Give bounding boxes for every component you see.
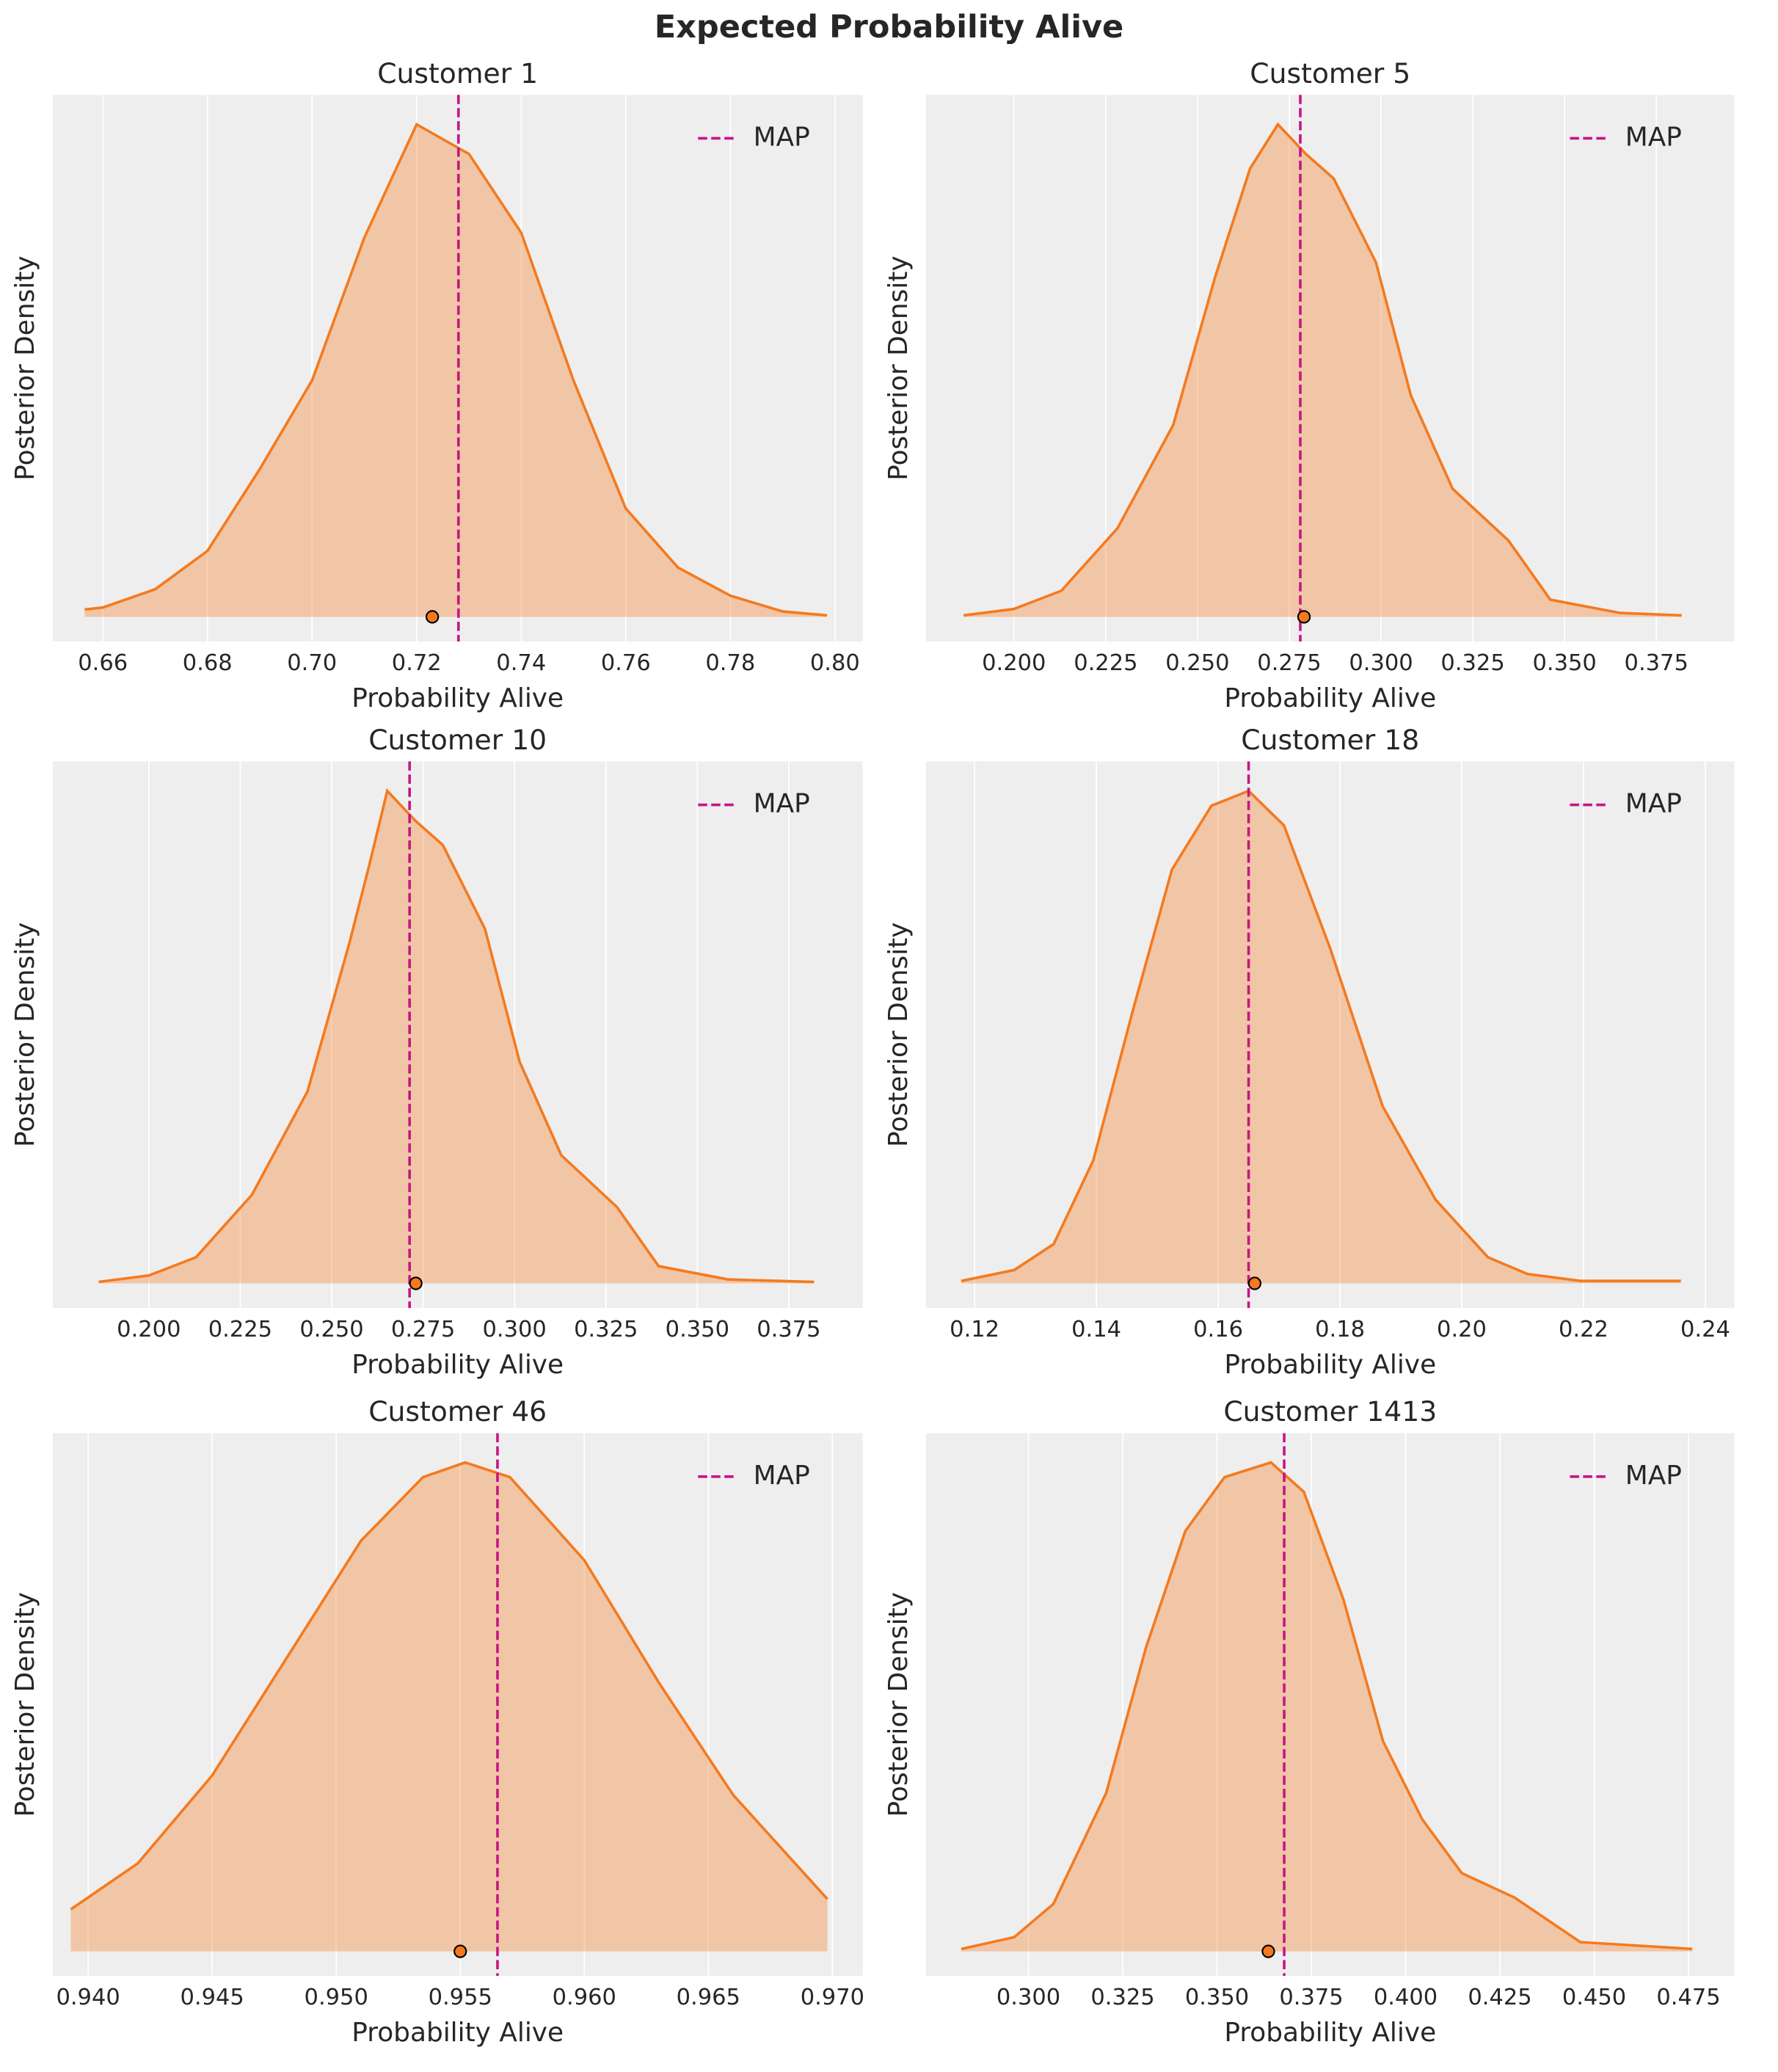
y-axis-label: Posterior Density xyxy=(883,1592,914,1817)
x-axis-label: Probability Alive xyxy=(1224,683,1436,713)
x-tick-label: 0.955 xyxy=(429,1985,492,2010)
density-area xyxy=(961,790,1681,1284)
x-tick-label: 0.400 xyxy=(1374,1985,1438,2010)
y-axis-label: Posterior Density xyxy=(883,923,914,1147)
x-tick-label: 0.375 xyxy=(1279,1985,1343,2010)
mean-point xyxy=(1261,1944,1275,1958)
x-tick-label: 0.18 xyxy=(1315,1317,1365,1342)
x-tick-label: 0.14 xyxy=(1071,1317,1121,1342)
mean-point xyxy=(453,1944,467,1958)
legend-label: MAP xyxy=(754,789,810,819)
density-area xyxy=(961,1462,1693,1952)
density-area xyxy=(963,124,1682,617)
x-tick-label: 0.300 xyxy=(997,1985,1060,2010)
x-axis-label: Probability Alive xyxy=(351,683,564,713)
x-tick-label: 0.80 xyxy=(810,650,860,676)
x-tick-label: 0.350 xyxy=(1532,650,1596,676)
density-line xyxy=(961,1461,1693,1951)
x-tick-label: 0.275 xyxy=(1257,650,1321,676)
plot-background xyxy=(925,1433,1735,1976)
legend-label: MAP xyxy=(754,122,810,152)
x-tick-label: 0.78 xyxy=(705,650,755,676)
x-axis-label: Probability Alive xyxy=(1224,2018,1436,2048)
figure-title: Expected Probability Alive xyxy=(655,9,1124,46)
x-tick-label: 0.940 xyxy=(56,1985,120,2010)
subplot-title: Customer 46 xyxy=(368,1395,547,1428)
x-tick-label: 0.475 xyxy=(1656,1985,1720,2010)
x-tick-label: 0.950 xyxy=(305,1985,368,2010)
legend-label: MAP xyxy=(754,1461,810,1491)
mean-point xyxy=(425,610,440,624)
y-axis-label: Posterior Density xyxy=(10,1592,40,1817)
x-tick-label: 0.450 xyxy=(1562,1985,1626,2010)
x-tick-label: 0.425 xyxy=(1468,1985,1531,2010)
x-tick-label: 0.66 xyxy=(78,650,128,676)
x-tick-label: 0.250 xyxy=(299,1317,363,1342)
density-line xyxy=(84,122,828,617)
x-tick-label: 0.225 xyxy=(208,1317,272,1342)
plot-background xyxy=(925,761,1735,1309)
x-tick-label: 0.68 xyxy=(183,650,233,676)
x-tick-label: 0.74 xyxy=(496,650,546,676)
x-tick-label: 0.970 xyxy=(801,1985,864,2010)
density-area xyxy=(70,1462,828,1952)
x-tick-label: 0.250 xyxy=(1165,650,1229,676)
x-tick-label: 0.24 xyxy=(1680,1317,1730,1342)
x-tick-label: 0.16 xyxy=(1193,1317,1243,1342)
x-tick-label: 0.20 xyxy=(1437,1317,1487,1342)
density-area xyxy=(98,790,815,1284)
mean-point xyxy=(1247,1276,1262,1290)
x-tick-label: 0.375 xyxy=(757,1317,820,1342)
legend-label: MAP xyxy=(1625,122,1682,152)
x-tick-label: 0.225 xyxy=(1074,650,1137,676)
x-tick-label: 0.22 xyxy=(1559,1317,1608,1342)
density-line xyxy=(963,122,1682,617)
x-tick-label: 0.965 xyxy=(677,1985,740,2010)
x-tick-label: 0.12 xyxy=(950,1317,999,1342)
x-tick-label: 0.76 xyxy=(601,650,651,676)
y-axis-label: Posterior Density xyxy=(883,255,914,480)
subplot-title: Customer 1 xyxy=(377,57,538,90)
plot-background xyxy=(52,1433,863,1976)
x-tick-label: 0.325 xyxy=(1440,650,1504,676)
x-tick-label: 0.945 xyxy=(181,1985,244,2010)
x-tick-label: 0.350 xyxy=(1185,1985,1249,2010)
x-axis-label: Probability Alive xyxy=(351,2018,564,2048)
x-tick-label: 0.70 xyxy=(287,650,337,676)
subplot-title: Customer 1413 xyxy=(1223,1395,1437,1428)
density-line xyxy=(70,1461,828,1911)
x-tick-label: 0.960 xyxy=(553,1985,616,2010)
x-tick-label: 0.325 xyxy=(1090,1985,1154,2010)
subplot-title: Customer 5 xyxy=(1250,57,1410,90)
subplot-title: Customer 10 xyxy=(368,724,547,756)
density-line xyxy=(98,788,815,1284)
x-tick-label: 0.275 xyxy=(391,1317,455,1342)
x-tick-label: 0.350 xyxy=(666,1317,729,1342)
x-tick-label: 0.325 xyxy=(574,1317,638,1342)
x-axis-label: Probability Alive xyxy=(1224,1350,1436,1380)
x-tick-label: 0.300 xyxy=(1349,650,1413,676)
x-tick-label: 0.72 xyxy=(392,650,442,676)
legend-label: MAP xyxy=(1625,789,1682,819)
x-tick-label: 0.200 xyxy=(117,1317,181,1342)
y-axis-label: Posterior Density xyxy=(10,923,40,1147)
legend-label: MAP xyxy=(1625,1461,1682,1491)
y-axis-label: Posterior Density xyxy=(10,255,40,480)
x-axis-label: Probability Alive xyxy=(351,1350,564,1380)
mean-point xyxy=(409,1276,423,1290)
x-tick-label: 0.300 xyxy=(483,1317,547,1342)
density-area xyxy=(84,124,828,617)
plot-background xyxy=(925,95,1735,641)
x-tick-label: 0.200 xyxy=(982,650,1046,676)
mean-point xyxy=(1297,610,1311,624)
subplot-title: Customer 18 xyxy=(1241,724,1419,756)
plot-background xyxy=(52,761,863,1309)
density-line xyxy=(961,789,1681,1282)
x-tick-label: 0.375 xyxy=(1625,650,1688,676)
